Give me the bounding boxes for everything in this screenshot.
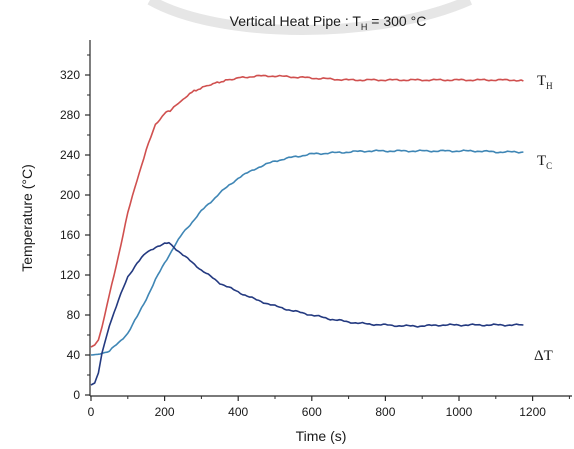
y-axis-label: Temperature (°C) [19,164,35,272]
x-axis-label: Time (s) [296,428,347,444]
y-tick-label: 200 [60,188,80,202]
chart-title: Vertical Heat Pipe : TH = 300 °C [230,13,427,32]
x-tick-label: 600 [302,405,322,419]
y-tick-label: 120 [60,268,80,282]
series-label-3: ΔT [534,348,553,364]
x-tick-label: 200 [155,405,175,419]
series-line-1 [90,74,524,348]
series-label-main: T [537,153,546,169]
chart-title-suffix: = 300 °C [367,13,426,29]
series-line-2 [90,149,524,356]
x-tick-label: 800 [375,405,395,419]
chart-title-subscript: H [361,22,368,32]
y-tick-label: 40 [67,348,81,362]
series-label-subscript: C [546,161,552,171]
series-label-subscript: H [546,81,553,91]
y-tick-label: 280 [60,108,80,122]
axes [89,40,572,397]
series-label-2: TC [537,153,552,171]
series-line-3 [90,241,524,386]
y-tick-label: 80 [67,308,81,322]
x-tick-label: 1200 [519,405,546,419]
chart-title-prefix: Vertical Heat Pipe : T [230,13,362,29]
y-tick-label: 160 [60,228,80,242]
x-tick-label: 400 [228,405,248,419]
series-label-1: TH [537,73,553,91]
series-layer [90,74,524,386]
watermark-arc [147,0,473,35]
x-tick-label: 0 [88,405,95,419]
y-tick-label: 0 [73,388,80,402]
series-label-main: ΔT [534,348,553,364]
ticks-layer: 0 200 400 600 800 1000 1200 0 40 80 120 160 200 240 28… [60,54,570,419]
y-tick-label: 240 [60,148,80,162]
x-tick-label: 1000 [446,405,473,419]
series-label-main: T [537,73,546,89]
y-tick-label: 320 [60,68,80,82]
